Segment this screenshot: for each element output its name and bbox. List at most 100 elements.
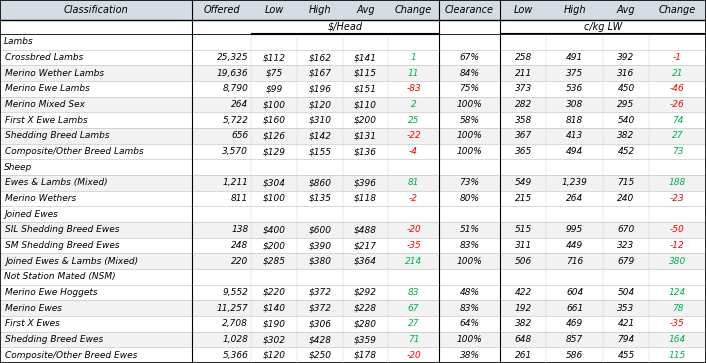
Text: Low: Low: [265, 5, 284, 15]
Text: 380: 380: [669, 257, 686, 266]
Text: $155: $155: [309, 147, 331, 156]
Text: 367: 367: [515, 131, 532, 140]
Text: 715: 715: [618, 178, 635, 187]
Text: 83%: 83%: [460, 241, 479, 250]
Text: First X Ewes: First X Ewes: [5, 319, 60, 328]
Text: 491: 491: [566, 53, 583, 62]
Text: 494: 494: [566, 147, 583, 156]
Text: Merino Ewes: Merino Ewes: [5, 304, 62, 313]
Text: $372: $372: [309, 304, 331, 313]
Text: $178: $178: [354, 351, 377, 360]
Text: 211: 211: [515, 69, 532, 78]
Text: 164: 164: [669, 335, 686, 344]
Text: Low: Low: [513, 5, 533, 15]
Text: $428: $428: [309, 335, 331, 344]
Text: Merino Wether Lambs: Merino Wether Lambs: [5, 69, 104, 78]
Text: Shedding Breed Ewes: Shedding Breed Ewes: [5, 335, 103, 344]
Text: $120: $120: [263, 351, 286, 360]
Text: 316: 316: [618, 69, 635, 78]
Text: 1,239: 1,239: [562, 178, 587, 187]
Text: 100%: 100%: [457, 131, 482, 140]
Text: $280: $280: [354, 319, 377, 328]
Text: 811: 811: [231, 194, 249, 203]
Text: -1: -1: [673, 53, 682, 62]
Text: 450: 450: [618, 84, 635, 93]
Text: $860: $860: [309, 178, 331, 187]
Text: 115: 115: [669, 351, 686, 360]
Bar: [0, 253, 706, 269]
Text: Merino Ewe Hoggets: Merino Ewe Hoggets: [5, 288, 97, 297]
Text: -12: -12: [670, 241, 685, 250]
Text: Change: Change: [395, 5, 432, 15]
Bar: [0, 20, 706, 34]
Text: Merino Mixed Sex: Merino Mixed Sex: [5, 100, 85, 109]
Text: 261: 261: [515, 351, 532, 360]
Text: 124: 124: [669, 288, 686, 297]
Bar: [0, 269, 706, 285]
Text: 1,028: 1,028: [222, 335, 249, 344]
Text: Merino Ewe Lambs: Merino Ewe Lambs: [5, 84, 90, 93]
Text: $126: $126: [263, 131, 286, 140]
Text: 382: 382: [618, 131, 635, 140]
Text: 264: 264: [566, 194, 583, 203]
Text: 84%: 84%: [460, 69, 479, 78]
Text: 373: 373: [515, 84, 532, 93]
Bar: [0, 332, 706, 347]
Text: $400: $400: [263, 225, 286, 234]
Text: $372: $372: [309, 288, 331, 297]
Text: 2,708: 2,708: [222, 319, 249, 328]
Text: 536: 536: [566, 84, 583, 93]
Text: $292: $292: [354, 288, 377, 297]
Text: -46: -46: [670, 84, 685, 93]
Bar: [0, 191, 706, 206]
Text: $359: $359: [354, 335, 377, 344]
Text: -22: -22: [406, 131, 421, 140]
Text: 794: 794: [618, 335, 635, 344]
Text: $160: $160: [263, 116, 286, 125]
Text: 295: 295: [618, 100, 635, 109]
Text: $380: $380: [309, 257, 331, 266]
Text: $196: $196: [309, 84, 331, 93]
Text: Sheep: Sheep: [4, 163, 32, 172]
Text: 365: 365: [515, 147, 532, 156]
Bar: [0, 175, 706, 191]
Text: 240: 240: [618, 194, 635, 203]
Text: 5,366: 5,366: [222, 351, 249, 360]
Text: 100%: 100%: [457, 147, 482, 156]
Text: $135: $135: [309, 194, 331, 203]
Text: 9,552: 9,552: [222, 288, 249, 297]
Text: 75%: 75%: [460, 84, 479, 93]
Text: 83: 83: [408, 288, 419, 297]
Text: 48%: 48%: [460, 288, 479, 297]
Text: 995: 995: [566, 225, 583, 234]
Text: $167: $167: [309, 69, 331, 78]
Text: 515: 515: [515, 225, 532, 234]
Text: 656: 656: [231, 131, 249, 140]
Bar: [0, 285, 706, 300]
Text: SIL Shedding Breed Ewes: SIL Shedding Breed Ewes: [5, 225, 119, 234]
Text: 27: 27: [408, 319, 419, 328]
Text: 540: 540: [618, 116, 635, 125]
Text: 51%: 51%: [460, 225, 479, 234]
Text: $120: $120: [309, 100, 331, 109]
Text: $190: $190: [263, 319, 286, 328]
Text: 452: 452: [618, 147, 635, 156]
Text: Avg: Avg: [617, 5, 635, 15]
Text: $115: $115: [354, 69, 377, 78]
Text: -83: -83: [406, 84, 421, 93]
Text: 100%: 100%: [457, 335, 482, 344]
Text: 81: 81: [408, 178, 419, 187]
Text: $75: $75: [265, 69, 283, 78]
Text: Shedding Breed Lambs: Shedding Breed Lambs: [5, 131, 109, 140]
Bar: [0, 128, 706, 144]
Text: 38%: 38%: [460, 351, 479, 360]
Bar: [0, 112, 706, 128]
Text: -35: -35: [406, 241, 421, 250]
Text: 214: 214: [405, 257, 422, 266]
Text: 264: 264: [231, 100, 249, 109]
Text: 27: 27: [671, 131, 683, 140]
Text: $162: $162: [309, 53, 331, 62]
Text: -2: -2: [409, 194, 418, 203]
Text: -4: -4: [409, 147, 418, 156]
Text: 19,636: 19,636: [217, 69, 249, 78]
